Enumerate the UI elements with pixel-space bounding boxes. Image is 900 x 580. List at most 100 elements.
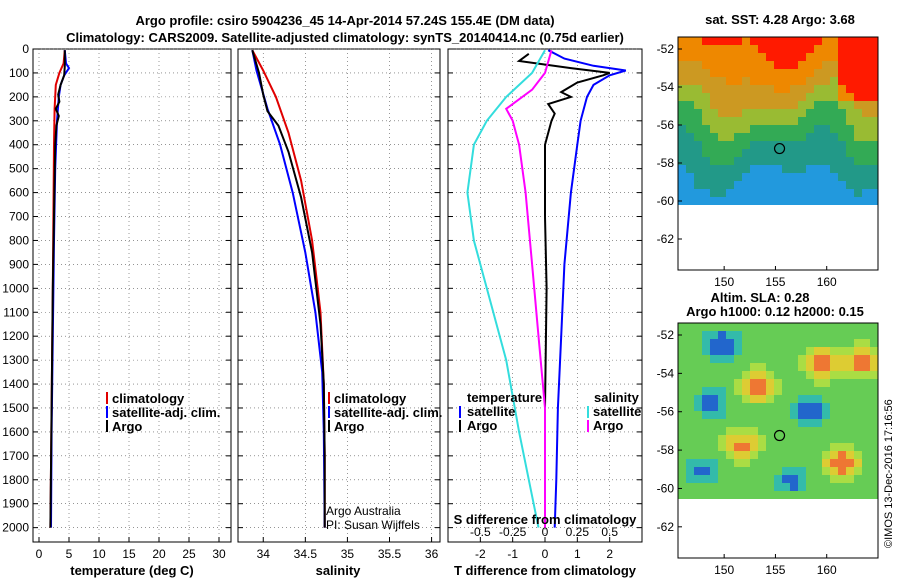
sst-cell [758, 109, 766, 117]
sst-cell [798, 213, 806, 221]
sla-cell [750, 395, 758, 403]
sla-cell [702, 395, 710, 403]
sla-cell [854, 515, 862, 523]
sla-cell [710, 451, 718, 459]
sst-cell [766, 245, 774, 253]
sst-cell [774, 213, 782, 221]
sst-cell [822, 157, 830, 165]
sst-cell [742, 253, 750, 261]
sla-cell [766, 355, 774, 363]
sla-cell [702, 483, 710, 491]
sst-cell [750, 69, 758, 77]
sst-cell [798, 261, 806, 269]
sst-cell [694, 109, 702, 117]
sst-cell [814, 133, 822, 141]
sst-cell [726, 221, 734, 229]
sst-cell [790, 181, 798, 189]
sla-cell [774, 515, 782, 523]
sst-cell [822, 77, 830, 85]
sla-cell [702, 331, 710, 339]
sla-cell [782, 491, 790, 499]
sst-cell [702, 157, 710, 165]
sst-cell [710, 229, 718, 237]
sla-cell [830, 499, 838, 507]
sst-cell [774, 253, 782, 261]
sla-cell [758, 459, 766, 467]
sla-cell [798, 555, 806, 563]
sla-cell [678, 395, 686, 403]
sla-cell [790, 467, 798, 475]
sst-cell [686, 85, 694, 93]
sst-cell [726, 189, 734, 197]
lon-tick-label: 155 [765, 563, 785, 577]
sla-cell [678, 411, 686, 419]
sla-cell [726, 379, 734, 387]
sst-cell [806, 141, 814, 149]
sla-cell [742, 491, 750, 499]
sst-cell [694, 253, 702, 261]
sla-cell [822, 347, 830, 355]
x-tick-label: 15 [122, 547, 136, 561]
sla-cell [814, 499, 822, 507]
sst-cell [814, 141, 822, 149]
sst-cell [798, 109, 806, 117]
sst-cell [726, 157, 734, 165]
sla-cell [758, 395, 766, 403]
sst-cell [742, 101, 750, 109]
x-tick-label: -1 [507, 547, 518, 561]
sst-cell [678, 261, 686, 269]
sla-cell [854, 379, 862, 387]
sst-cell [782, 213, 790, 221]
sla-cell [758, 539, 766, 547]
sla-cell [702, 427, 710, 435]
sst-cell [790, 197, 798, 205]
sla-cell [782, 435, 790, 443]
sst-cell [766, 117, 774, 125]
sla-cell [686, 475, 694, 483]
sla-cell [862, 323, 870, 331]
sst-cell [822, 37, 830, 45]
depth-tick-label: 600 [9, 186, 29, 200]
sla-cell [806, 523, 814, 531]
sla-cell [830, 371, 838, 379]
sst-cell [702, 45, 710, 53]
sla-cell [686, 459, 694, 467]
sla-cell [678, 539, 686, 547]
sla-cell [870, 379, 878, 387]
sst-cell [798, 61, 806, 69]
sst-cell [774, 261, 782, 269]
sla-cell [742, 523, 750, 531]
sla-cell [814, 419, 822, 427]
sla-cell [718, 395, 726, 403]
sst-cell [686, 125, 694, 133]
sst-cell [734, 173, 742, 181]
sla-cell [758, 499, 766, 507]
sla-cell [774, 539, 782, 547]
sla-cell [854, 443, 862, 451]
sla-cell [814, 539, 822, 547]
sst-cell [830, 93, 838, 101]
sst-cell [790, 213, 798, 221]
sst-cell [766, 213, 774, 221]
sla-cell [822, 555, 830, 563]
sst-cell [806, 77, 814, 85]
sla-cell [718, 491, 726, 499]
sst-cell [830, 53, 838, 61]
sst-cell [870, 149, 878, 157]
sla-cell [678, 507, 686, 515]
sla-cell [686, 451, 694, 459]
x-tick-label: 35 [341, 547, 355, 561]
sst-cell [854, 125, 862, 133]
sla-cell [782, 459, 790, 467]
sla-cell [798, 427, 806, 435]
sla-cell [718, 531, 726, 539]
sst-cell [814, 245, 822, 253]
sst-cell [830, 133, 838, 141]
sla-cell [758, 523, 766, 531]
sla-cell [870, 411, 878, 419]
sst-cell [766, 85, 774, 93]
sla-cell [790, 395, 798, 403]
sla-cell [718, 387, 726, 395]
sla-cell [734, 427, 742, 435]
sla-cell [718, 483, 726, 491]
